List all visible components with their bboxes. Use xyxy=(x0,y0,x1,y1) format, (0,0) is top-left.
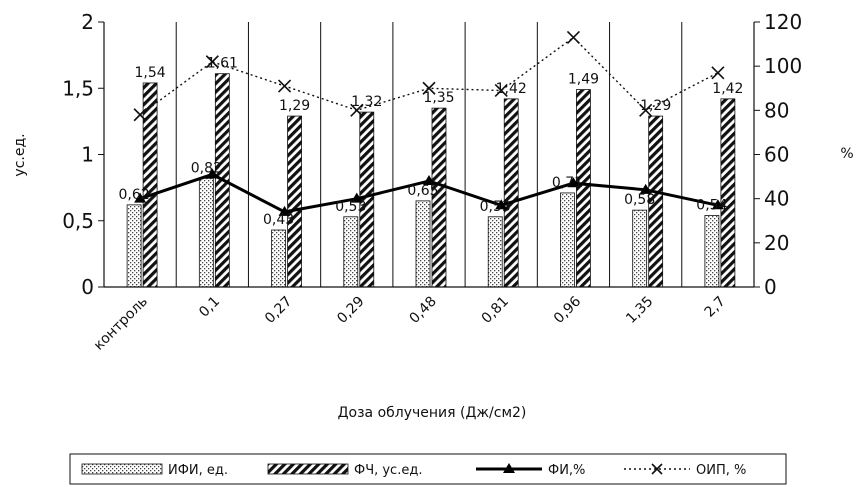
oip-point xyxy=(566,30,581,45)
right-tick-label: 100 xyxy=(764,54,802,78)
fi-point xyxy=(278,205,291,216)
ifi-data-label: 0,65 xyxy=(407,183,438,199)
left-tick-label: 0,5 xyxy=(62,209,94,233)
ifi-bar xyxy=(415,200,431,288)
right-tick-label: 120 xyxy=(764,10,802,34)
legend-fch-swatch xyxy=(267,463,349,475)
x-tick-label: 0,81 xyxy=(479,294,512,327)
oip-point xyxy=(350,103,364,117)
ifi-bar xyxy=(632,209,648,288)
fch-data-label: 1,54 xyxy=(135,65,166,81)
left-axis-title: ус.ед. xyxy=(12,133,28,176)
ifi-bar xyxy=(343,216,359,288)
fch-bar xyxy=(142,82,158,288)
fi-point xyxy=(711,199,724,210)
oip-point xyxy=(639,103,653,117)
vertical-gridlines xyxy=(175,22,683,287)
x-tick-label: 0,1 xyxy=(196,294,223,321)
ifi-data-label: 0,43 xyxy=(263,212,294,228)
legend: ИФИ, ед. ФЧ, ус.ед. ФИ,% ОИП, % xyxy=(69,453,787,485)
legend-oip-marker xyxy=(651,463,663,475)
left-tick-label: 2 xyxy=(81,10,94,34)
fi-point xyxy=(134,192,147,203)
x-tick-label: 2,7 xyxy=(702,294,729,321)
right-tick-label: 40 xyxy=(764,187,789,211)
legend-label: ФЧ, ус.ед. xyxy=(354,463,422,478)
oip-point xyxy=(277,79,292,93)
fch-bar xyxy=(287,115,302,288)
fch-data-label: 1,29 xyxy=(279,98,310,114)
oip-point xyxy=(494,83,508,98)
ifi-data-label: 0,82 xyxy=(191,160,222,176)
x-tick-labels: контроль 0,1 0,27 0,29 0,48 0,81 0,96 1,35 2,7 xyxy=(91,293,729,353)
x-tick-label: 0,48 xyxy=(406,294,439,327)
fi-point xyxy=(567,177,580,188)
fch-data-label: 1,29 xyxy=(640,98,671,114)
fi-point xyxy=(495,199,508,210)
data-labels: 0,62 0,82 0,43 0,53 0,65 0,53 0,71 0,58 0,54 1,54… xyxy=(119,56,744,228)
x-axis-title: Доза облучения (Дж/см2) xyxy=(338,405,527,421)
ifi-bar xyxy=(560,192,575,288)
fi-point xyxy=(206,168,219,179)
ifi-data-label: 0,53 xyxy=(480,199,511,215)
fch-data-label: 1,42 xyxy=(496,81,527,97)
ifi-bar xyxy=(487,216,503,288)
fch-bar xyxy=(720,98,736,288)
fch-bar xyxy=(503,98,519,288)
x-tick-label: 0,29 xyxy=(334,294,367,327)
ifi-bar xyxy=(271,229,286,288)
fi-point xyxy=(423,175,435,185)
fi-point xyxy=(639,183,652,194)
ifi-data-label: 0,71 xyxy=(552,175,583,191)
right-tick-label: 60 xyxy=(764,143,789,167)
right-tick-label: 0 xyxy=(764,275,777,299)
oip-point xyxy=(133,108,147,122)
ifi-data-label: 0,58 xyxy=(624,192,655,208)
fi-point xyxy=(350,192,363,203)
oip-point xyxy=(422,81,436,95)
right-axis-title: % xyxy=(840,146,853,162)
ifi-bar xyxy=(704,215,720,288)
ifi-bar xyxy=(198,177,214,288)
legend-fi-marker xyxy=(503,463,515,473)
oip-point xyxy=(711,66,725,80)
x-tick-label: контроль xyxy=(91,294,151,354)
fch-data-label: 1,32 xyxy=(351,94,382,110)
legend-box xyxy=(69,453,787,485)
left-tick-label: 1,5 xyxy=(62,76,94,100)
ifi-data-label: 0,53 xyxy=(335,199,366,215)
ifi-bar xyxy=(126,204,142,288)
fch-data-label: 1,42 xyxy=(712,81,743,97)
ifi-data-label: 0,54 xyxy=(696,197,727,213)
legend-label: ИФИ, ед. xyxy=(168,463,228,478)
left-tick-label: 0 xyxy=(81,275,94,299)
left-tick-label: 1 xyxy=(81,143,94,167)
x-tick-label: 0,96 xyxy=(551,293,584,326)
legend-label: ОИП, % xyxy=(696,463,746,478)
x-tick-label: 1,35 xyxy=(623,294,656,327)
right-tick-label: 80 xyxy=(764,98,789,122)
fch-data-label: 1,61 xyxy=(207,56,238,72)
fch-data-label: 1,49 xyxy=(568,72,599,88)
oip-point xyxy=(205,55,219,69)
x-tick-label: 0,27 xyxy=(262,294,295,327)
right-tick-label: 20 xyxy=(764,231,789,255)
fch-data-label: 1,35 xyxy=(423,90,454,106)
line-series xyxy=(133,30,725,216)
ifi-data-label: 0,62 xyxy=(119,187,150,203)
legend-label: ФИ,% xyxy=(548,463,585,478)
legend-ifi-swatch xyxy=(81,463,163,475)
